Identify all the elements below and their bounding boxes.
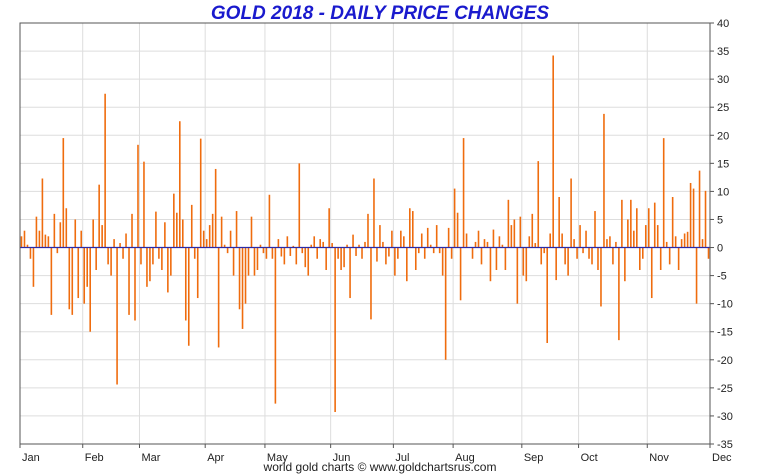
y-tick-label: 15 — [717, 158, 729, 170]
footer-credit: world gold charts © www.goldchartsrus.co… — [263, 460, 497, 474]
month-axis: Jan Feb Mar Apr May Jun Jul Aug Sep Oct Nov Dec — [19, 444, 732, 464]
y-axis: -35 -30 -25 -20 -15 -10 -5 0 5 10 15 20 25 30 35 40 — [710, 18, 733, 451]
month-label-jun: Jun — [333, 452, 351, 464]
y-tick-label: -15 — [717, 327, 733, 339]
month-label-sep: Sep — [524, 452, 544, 464]
y-tick-label: -25 — [717, 383, 733, 395]
month-label-may: May — [267, 452, 288, 464]
bars — [20, 55, 710, 413]
y-tick-label: -5 — [717, 271, 727, 283]
month-label-jul: Jul — [395, 452, 409, 464]
month-label-aug: Aug — [455, 452, 475, 464]
month-label-oct: Oct — [581, 452, 598, 464]
plot-frame — [19, 22, 711, 445]
month-label-apr: Apr — [207, 452, 224, 464]
month-label-mar: Mar — [141, 452, 160, 464]
y-tick-label: -10 — [717, 299, 733, 311]
y-tick-label: 30 — [717, 74, 729, 86]
month-label-feb: Feb — [85, 452, 104, 464]
y-tick-label: 0 — [717, 243, 723, 255]
y-tick-label: -30 — [717, 411, 733, 423]
month-label-dec: Dec — [712, 452, 732, 464]
y-tick-label: 10 — [717, 186, 729, 198]
y-tick-label: -35 — [717, 439, 733, 451]
y-tick-label: 35 — [717, 46, 729, 58]
grid-lines — [20, 22, 711, 445]
y-tick-label: 5 — [717, 214, 723, 226]
chart-title: GOLD 2018 - DAILY PRICE CHANGES — [210, 3, 550, 24]
month-label-nov: Nov — [649, 452, 669, 464]
y-tick-label: 40 — [717, 18, 729, 30]
month-label-jan: Jan — [22, 452, 40, 464]
y-tick-label: 20 — [717, 130, 729, 142]
y-tick-label: 25 — [717, 102, 729, 114]
y-tick-label: -20 — [717, 355, 733, 367]
